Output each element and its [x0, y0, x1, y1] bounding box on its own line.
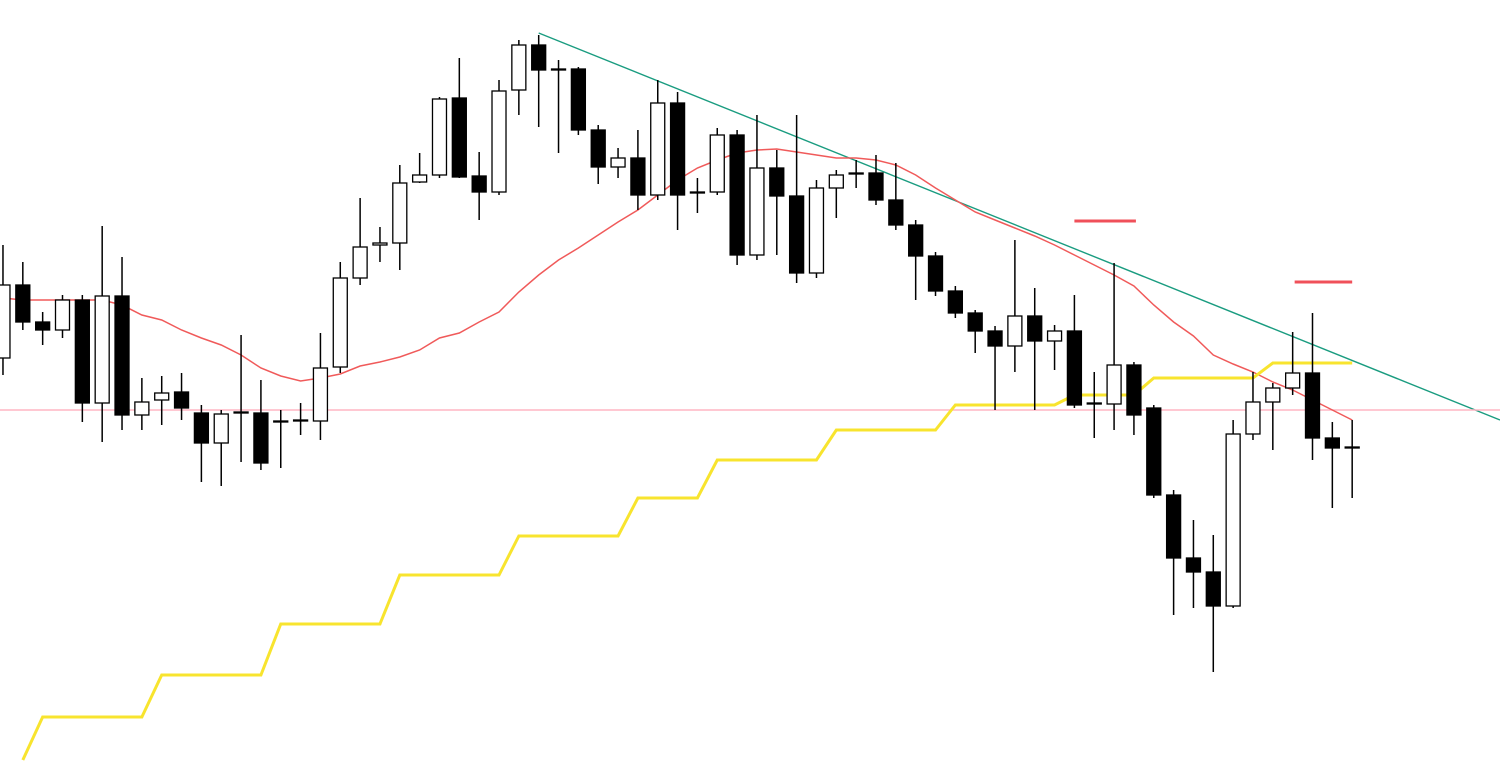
candle-body	[769, 167, 785, 197]
candle-body	[908, 224, 924, 257]
candle-body	[253, 412, 269, 464]
candle-body	[0, 284, 11, 359]
candles	[0, 35, 1360, 672]
candle-body	[233, 411, 249, 414]
candle-body	[1344, 446, 1360, 449]
candle-body	[1106, 364, 1122, 405]
candle-body	[491, 90, 507, 193]
candle-body	[729, 134, 745, 256]
candle-body	[1265, 387, 1281, 403]
candle-body	[154, 392, 170, 401]
candle-body	[411, 174, 428, 183]
candle-body	[134, 401, 150, 416]
candle-body	[630, 157, 646, 196]
candle-body	[193, 412, 210, 444]
candle-body	[173, 391, 190, 409]
candle-body	[1126, 364, 1142, 416]
candle-body	[352, 246, 368, 279]
reference-line	[538, 32, 1500, 421]
candle-body	[1165, 494, 1182, 559]
candle-body	[590, 129, 606, 168]
candle-body	[689, 191, 706, 194]
candle-body	[431, 98, 448, 176]
candle-body	[570, 68, 587, 131]
candle-body	[451, 97, 467, 178]
candle-body	[94, 295, 110, 404]
candle-body	[332, 277, 348, 368]
candle-body	[987, 330, 1003, 347]
candle-body	[1086, 402, 1102, 405]
candle-body	[1225, 433, 1241, 607]
candle-body	[848, 172, 864, 175]
candle-body	[1046, 330, 1063, 342]
candle-body	[114, 295, 130, 416]
candle-body	[1066, 330, 1083, 406]
candle-body	[550, 68, 567, 71]
candle-body	[947, 290, 964, 314]
candle-body	[1205, 571, 1221, 607]
candle-body	[967, 312, 983, 332]
candle-body	[1285, 372, 1301, 389]
candle-body	[927, 255, 944, 292]
candle-body	[1007, 315, 1023, 347]
candle-body	[749, 167, 765, 256]
candle-body	[213, 413, 229, 444]
candle-body	[471, 175, 487, 193]
candle-body	[1245, 401, 1261, 435]
candle-body	[1027, 315, 1043, 342]
candle-body	[74, 299, 90, 404]
candle-body	[650, 102, 666, 196]
candle-body	[788, 195, 805, 274]
candle-body	[54, 299, 71, 331]
candle-body	[392, 182, 408, 244]
candle-body	[312, 367, 329, 422]
candle-body	[1324, 437, 1340, 449]
candle-body	[15, 284, 31, 323]
candle-body	[35, 321, 51, 331]
candle-body	[828, 174, 844, 189]
candle-body	[292, 419, 309, 422]
candle-body	[669, 102, 686, 196]
candle-body	[531, 44, 547, 71]
candle-body	[273, 420, 289, 423]
candle-body	[868, 172, 884, 201]
candle-body	[1146, 407, 1162, 496]
candle-body	[1304, 372, 1321, 439]
candle-body	[372, 242, 388, 246]
candle-body	[888, 199, 904, 226]
candle-body	[511, 44, 527, 91]
candle-body	[610, 157, 626, 168]
candle-body	[709, 134, 725, 193]
candle-body	[808, 187, 825, 274]
candle-body	[1185, 557, 1202, 573]
